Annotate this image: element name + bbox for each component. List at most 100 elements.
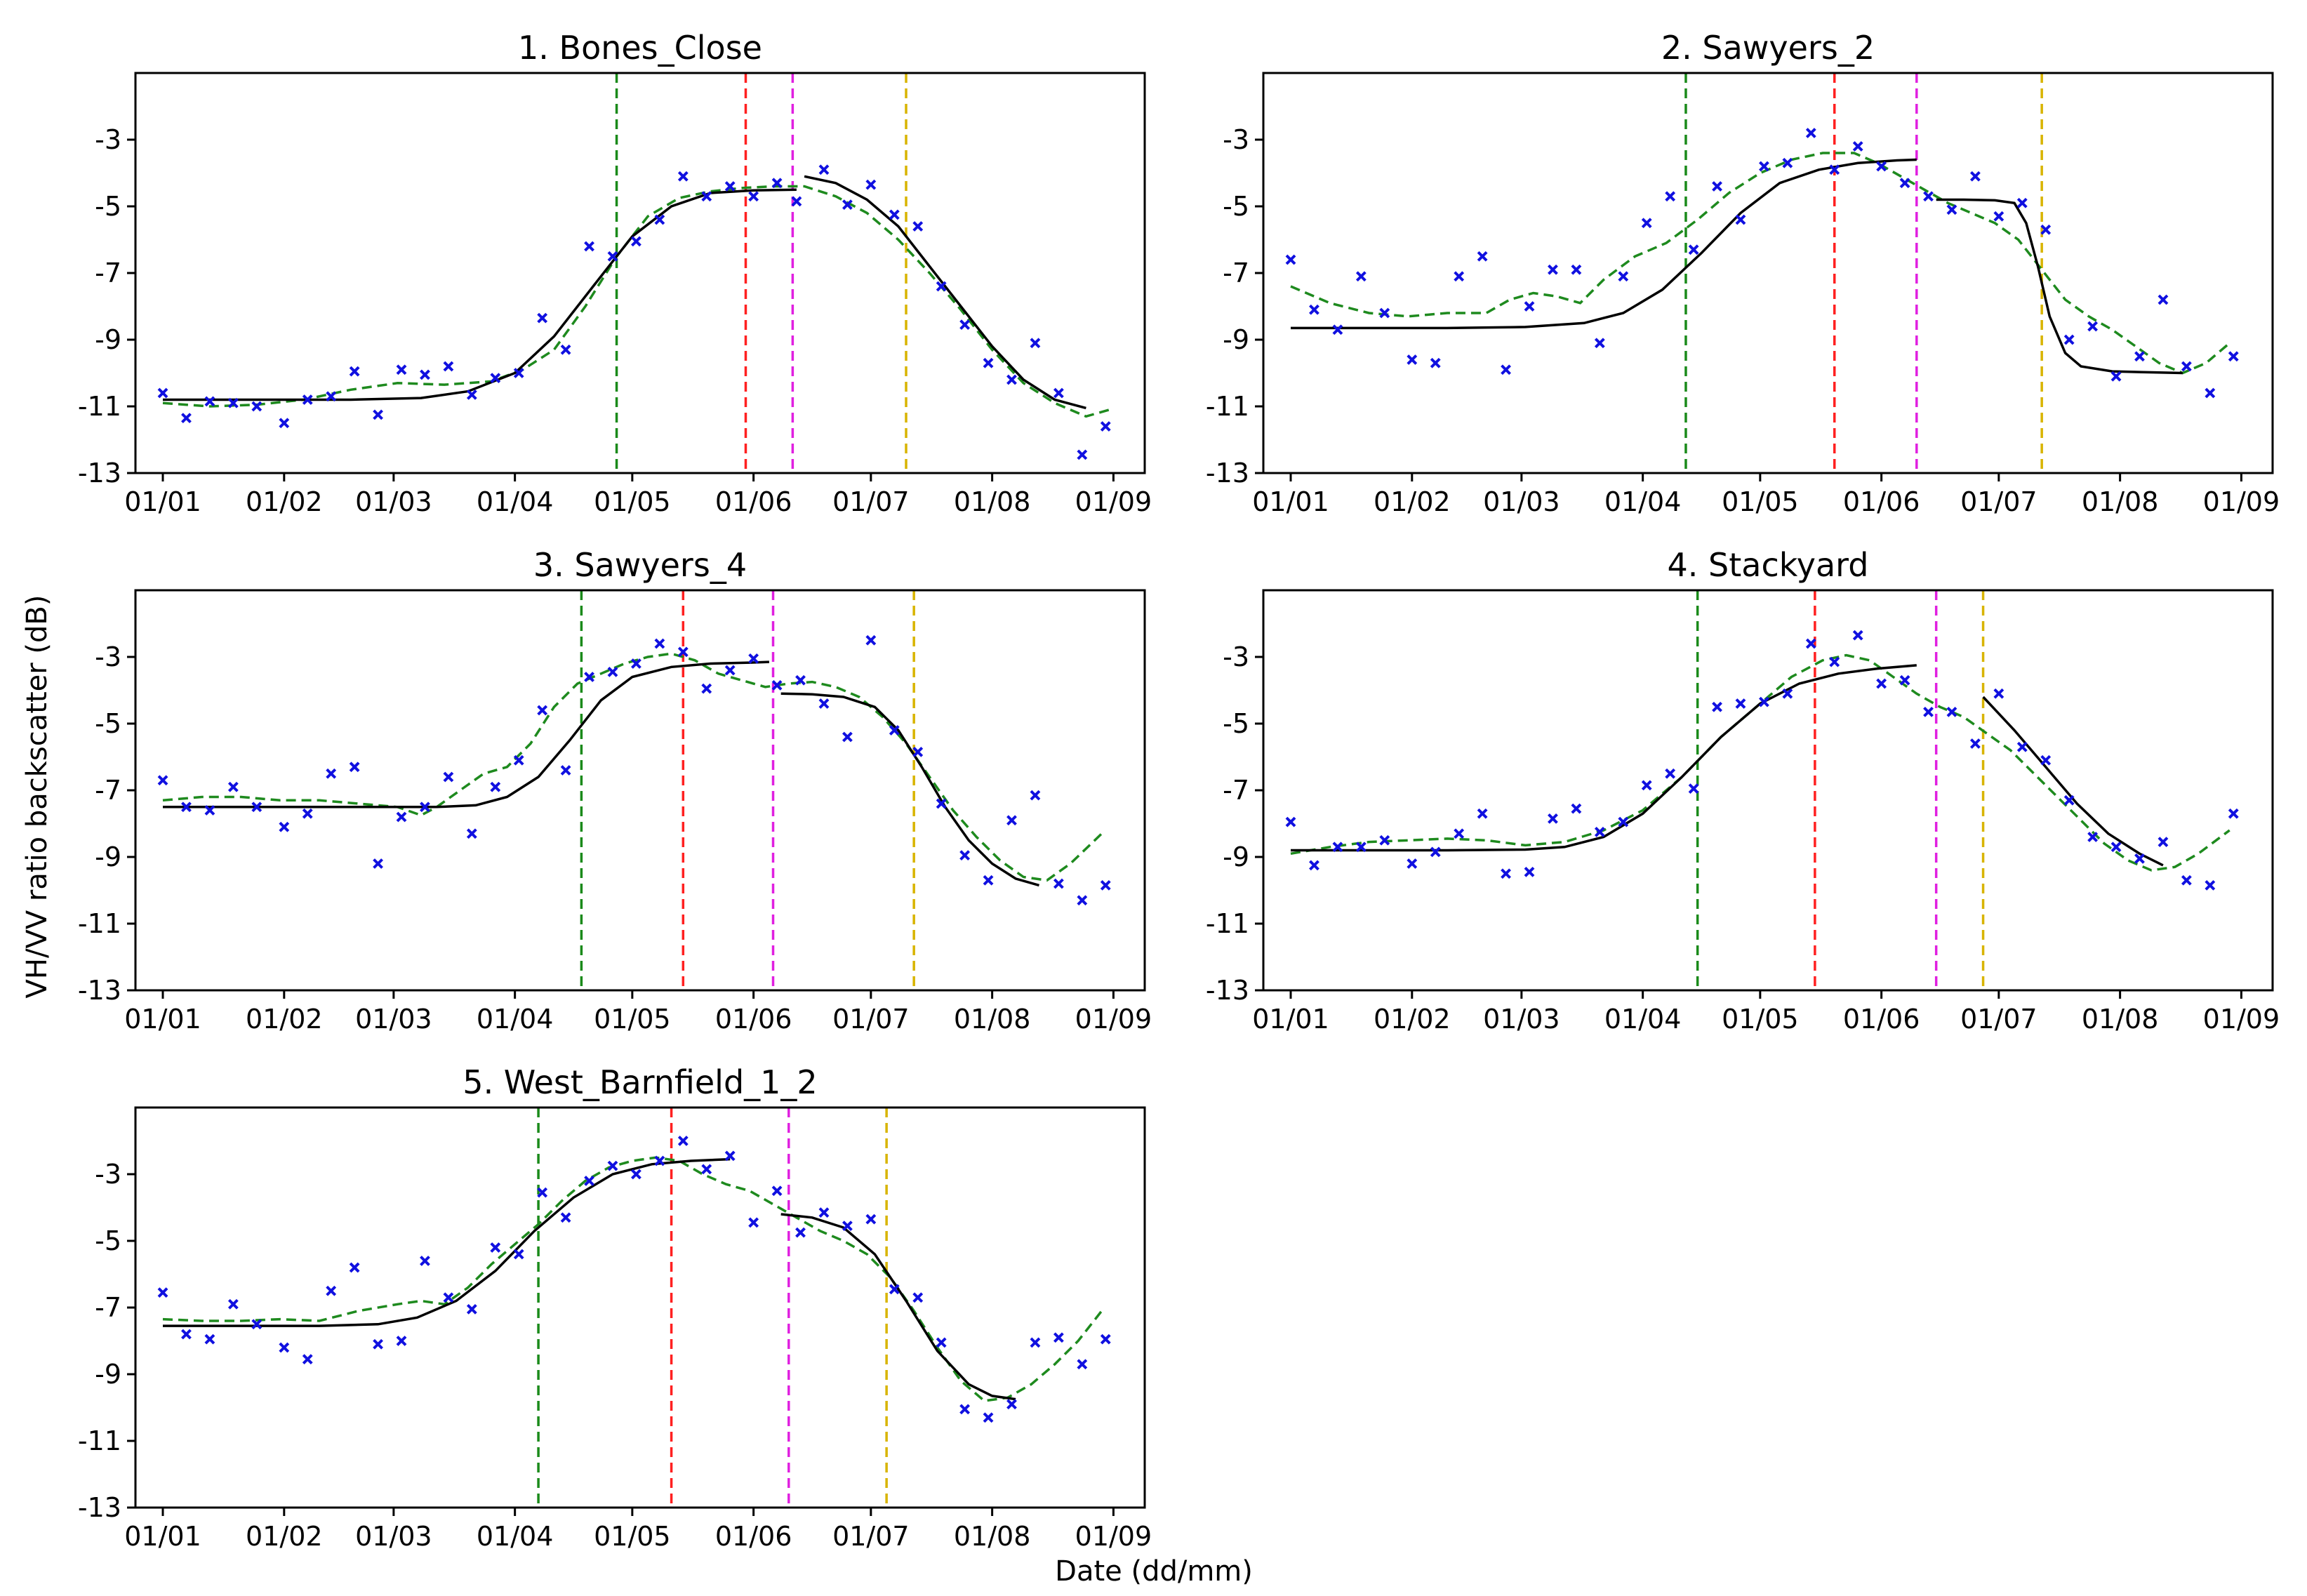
observation-point — [2063, 334, 2075, 345]
y-tick-label: -9 — [1223, 324, 1249, 355]
observation-point — [1829, 164, 1840, 175]
observation-point — [983, 357, 994, 368]
chart-panel-1: 1. Bones_Close 01/01 01/02 01/03 01/04 01/05 0… — [78, 29, 1152, 517]
observation-point — [1285, 816, 1296, 827]
observation-point — [490, 1242, 501, 1253]
y-axis-label: VH/VV ratio backscatter (dB) — [21, 595, 53, 999]
x-tick-label: 01/05 — [1722, 486, 1799, 517]
observation-point — [1430, 846, 1441, 858]
y-tick-label: -5 — [95, 708, 121, 739]
chart-title: 4. Stackyard — [1668, 546, 1869, 584]
chart-title: 5. West_Barnfield_1_2 — [463, 1063, 817, 1101]
observation-point — [227, 397, 239, 408]
plot-area — [157, 590, 1111, 990]
observation-point — [677, 1136, 689, 1146]
observation-point — [584, 672, 594, 682]
observation-point — [2158, 837, 2169, 848]
observation-point — [1332, 842, 1343, 853]
chart-panel-3: 3. Sawyers_4 01/01 01/02 01/03 01/04 01/05 01/… — [78, 546, 1152, 1035]
observation-point — [1454, 828, 1465, 839]
observation-point — [1030, 790, 1041, 801]
observation-point — [1665, 768, 1676, 779]
observation-point — [818, 164, 830, 175]
observation-point — [2134, 351, 2145, 362]
x-tick-label: 01/08 — [954, 486, 1031, 517]
observation-point — [701, 191, 712, 202]
y-tick-label: -11 — [1206, 391, 1249, 422]
plot-area — [1285, 590, 2239, 990]
y-tick-label: -13 — [78, 1492, 121, 1523]
observation-point — [1309, 304, 1319, 315]
observation-point — [2016, 197, 2028, 208]
observation-point — [1876, 678, 1887, 689]
observation-point — [1030, 338, 1041, 349]
observation-point — [302, 808, 313, 819]
x-tick-label: 01/07 — [832, 1004, 910, 1035]
observation-point — [631, 658, 641, 669]
observation-point — [1077, 895, 1088, 906]
observation-point — [748, 191, 759, 202]
observation-point — [842, 1221, 853, 1232]
observation-point — [373, 858, 383, 869]
observation-point — [396, 1336, 407, 1346]
x-tick-label: 01/07 — [1960, 486, 2037, 517]
observation-point — [631, 236, 641, 247]
observation-point — [889, 725, 900, 736]
x-tick-label: 01/09 — [1075, 486, 1152, 517]
observation-point — [1712, 181, 1722, 192]
observation-point — [1946, 706, 1957, 717]
observation-point — [349, 762, 360, 773]
fitted-curve-segment-1 — [163, 660, 769, 809]
observation-point — [466, 1303, 477, 1315]
observation-point — [2063, 794, 2075, 806]
axes-frame — [134, 72, 1146, 474]
observation-point — [466, 389, 477, 400]
y-tick-label: -9 — [1223, 842, 1249, 872]
observation-point — [204, 1334, 215, 1345]
observation-point — [818, 698, 830, 709]
x-tick-label: 01/09 — [2203, 1004, 2280, 1035]
x-tick-label: 01/07 — [1960, 1004, 2037, 1035]
observation-point — [279, 1342, 290, 1353]
chart-panel-5: 5. West_Barnfield_1_2 01/01 01/02 01/03 01/0… — [78, 1063, 1152, 1552]
observation-point — [677, 171, 689, 182]
fitted-curve-segment-2 — [804, 175, 1086, 410]
observation-point — [157, 775, 168, 786]
observation-point — [607, 666, 618, 677]
observation-point — [513, 754, 524, 766]
fitted-curve-segment-1 — [163, 1157, 731, 1327]
fitted-curve-segment-2 — [780, 692, 1039, 887]
observation-point — [1735, 214, 1746, 225]
x-tick-label: 01/09 — [1075, 1004, 1152, 1035]
y-tick-label: -3 — [1223, 641, 1249, 672]
observation-point — [1665, 191, 1676, 202]
observation-point — [1852, 141, 1863, 152]
observation-point — [537, 1187, 548, 1198]
y-tick-label: -7 — [95, 1292, 121, 1323]
smoothed-series-line — [162, 185, 1110, 418]
observation-point — [2134, 853, 2145, 864]
y-tick-label: -9 — [95, 842, 121, 872]
observation-point — [584, 241, 594, 252]
smoothed-series-line — [1290, 152, 2230, 375]
axes-frame — [1262, 589, 2274, 992]
fitted-curve-segment-2 — [1936, 198, 2183, 375]
observation-point — [1594, 338, 1605, 349]
observation-point — [724, 181, 736, 192]
observation-point — [584, 1176, 594, 1186]
observation-point — [537, 705, 548, 716]
observation-point — [1641, 780, 1652, 791]
observation-point — [420, 1256, 430, 1266]
y-tick-label: -3 — [95, 1159, 121, 1190]
observation-point — [373, 1338, 383, 1350]
y-tick-label: -5 — [1223, 708, 1249, 739]
observation-point — [443, 1292, 454, 1303]
observation-point — [1006, 374, 1017, 385]
x-tick-label: 01/06 — [715, 1004, 792, 1035]
observation-point — [2181, 875, 2192, 886]
chart-panel-4: 4. Stackyard 01/01 01/02 01/03 01/04 01/05 01/… — [1206, 546, 2280, 1035]
observation-point — [1006, 815, 1017, 826]
y-tick-label: -3 — [95, 641, 121, 672]
x-tick-label: 01/01 — [124, 486, 201, 517]
observation-point — [157, 387, 168, 399]
